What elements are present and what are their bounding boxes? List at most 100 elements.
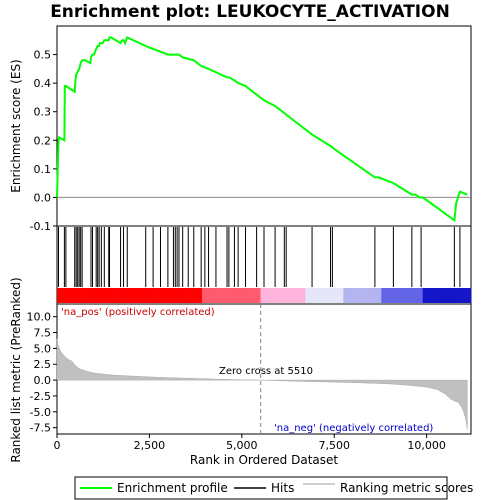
rank-color-cell bbox=[232, 288, 237, 303]
rank-color-cell bbox=[219, 288, 223, 303]
rank-color-cell bbox=[260, 288, 265, 303]
rank-color-cell bbox=[170, 288, 175, 303]
rank-color-cell bbox=[467, 288, 472, 303]
rank-color-cell bbox=[67, 288, 72, 303]
rank-color-cell bbox=[236, 288, 241, 303]
es-y-tick-label: 0.0 bbox=[34, 191, 52, 204]
rank-color-cell bbox=[288, 288, 292, 303]
rank-color-cell bbox=[264, 288, 268, 303]
metric-y-tick-label: -7.5 bbox=[30, 422, 51, 435]
rank-color-cell bbox=[150, 288, 154, 303]
rank-color-cell bbox=[181, 288, 185, 303]
rank-color-cell bbox=[291, 288, 296, 303]
rank-color-cell bbox=[57, 288, 61, 303]
rank-color-cell bbox=[63, 288, 68, 303]
rank-color-cell bbox=[81, 288, 85, 303]
es-y-tick-label: 0.3 bbox=[34, 106, 52, 119]
es-y-tick-label: 0.2 bbox=[34, 134, 52, 147]
rank-color-cell bbox=[270, 288, 275, 303]
rank-color-cell bbox=[208, 288, 213, 303]
rank-color-cell bbox=[126, 288, 130, 303]
legend-label-enrichment: Enrichment profile bbox=[117, 481, 228, 495]
rank-color-cell bbox=[412, 288, 417, 303]
rank-color-cell bbox=[436, 288, 441, 303]
rank-color-cell bbox=[460, 288, 465, 303]
rank-color-cell bbox=[129, 288, 134, 303]
rank-color-cell bbox=[84, 288, 89, 303]
ranking-metric-series bbox=[56, 338, 468, 430]
rank-color-cell bbox=[157, 288, 161, 303]
rank-color-cell bbox=[205, 288, 210, 303]
rank-color-cell bbox=[222, 288, 227, 303]
rank-color-cell bbox=[201, 288, 206, 303]
rank-color-cell bbox=[402, 288, 406, 303]
zero-cross-label: Zero cross at 5510 bbox=[219, 366, 313, 377]
x-axis-label: Rank in Ordered Dataset bbox=[190, 453, 338, 467]
hit-marks bbox=[57, 227, 461, 287]
metric-y-axis-label: Ranked list metric (PreRanked) bbox=[9, 277, 23, 462]
metric-y-tick-label: 0.0 bbox=[34, 374, 52, 387]
rank-color-cell bbox=[433, 288, 437, 303]
rank-color-cell bbox=[312, 288, 317, 303]
rank-color-cell bbox=[350, 288, 354, 303]
x-tick-label: 7,500 bbox=[318, 439, 350, 452]
rank-color-cell bbox=[267, 288, 272, 303]
x-tick-label: 2,500 bbox=[134, 439, 166, 452]
rank-color-cell bbox=[163, 288, 168, 303]
rank-color-cell bbox=[326, 288, 330, 303]
rank-color-cell bbox=[274, 288, 279, 303]
es-y-axis: -0.1 0.0 0.1 0.2 0.3 0.4 0.5 bbox=[30, 49, 57, 233]
enrichment-profile-series bbox=[56, 36, 468, 223]
rank-color-cell bbox=[343, 288, 348, 303]
rank-color-cell bbox=[398, 288, 403, 303]
rank-color-cell bbox=[136, 288, 141, 303]
legend: Enrichment profile Hits Ranking metric s… bbox=[74, 476, 473, 500]
rank-color-cell bbox=[212, 288, 216, 303]
rank-color-cell bbox=[167, 288, 172, 303]
rank-color-cell bbox=[284, 288, 289, 303]
rank-color-cell bbox=[364, 288, 368, 303]
rank-color-cell bbox=[374, 288, 379, 303]
rank-color-cell bbox=[257, 288, 261, 303]
rank-color-cell bbox=[395, 288, 399, 303]
x-tick-label: 0 bbox=[54, 439, 61, 452]
rank-color-cell bbox=[174, 288, 179, 303]
rank-color-cell bbox=[122, 288, 127, 303]
rank-color-cell bbox=[77, 288, 82, 303]
rank-color-cell bbox=[370, 288, 375, 303]
rank-color-cell bbox=[319, 288, 323, 303]
rank-color-cell bbox=[143, 288, 147, 303]
rank-color-cell bbox=[329, 288, 334, 303]
rank-color-cell bbox=[415, 288, 420, 303]
es-y-tick-label: 0.1 bbox=[34, 163, 52, 176]
rank-color-cell bbox=[408, 288, 413, 303]
rank-color-cell bbox=[360, 288, 365, 303]
rank-color-cell bbox=[243, 288, 248, 303]
rank-color-cell bbox=[153, 288, 158, 303]
x-tick-label: 5,000 bbox=[226, 439, 258, 452]
rank-color-cell bbox=[112, 288, 116, 303]
metric-y-tick-label: 7.5 bbox=[34, 327, 52, 340]
metric-y-tick-label: -2.5 bbox=[30, 390, 51, 403]
es-y-tick-label: 0.5 bbox=[34, 49, 52, 62]
rank-color-cell bbox=[453, 288, 458, 303]
rank-color-cell bbox=[333, 288, 337, 303]
rank-color-cell bbox=[229, 288, 234, 303]
rank-color-cell bbox=[439, 288, 444, 303]
metric-y-tick-label: 10.0 bbox=[27, 311, 52, 324]
rank-color-bar bbox=[57, 288, 472, 303]
metric-y-tick-label: 5.0 bbox=[34, 342, 52, 355]
rank-color-cell bbox=[74, 288, 78, 303]
rank-color-cell bbox=[246, 288, 251, 303]
rank-color-cell bbox=[198, 288, 203, 303]
rank-color-cell bbox=[91, 288, 96, 303]
es-y-axis-label: Enrichment score (ES) bbox=[9, 59, 23, 192]
rank-color-cell bbox=[70, 288, 75, 303]
metric-y-axis: -7.5 -5.0 -2.5 0.0 2.5 5.0 7.5 10.0 bbox=[27, 311, 57, 435]
enrichment-profile-line bbox=[56, 36, 468, 223]
rank-color-cell bbox=[146, 288, 151, 303]
metric-y-tick-label: 2.5 bbox=[34, 358, 52, 371]
rank-color-cell bbox=[429, 288, 434, 303]
rank-color-cell bbox=[191, 288, 196, 303]
